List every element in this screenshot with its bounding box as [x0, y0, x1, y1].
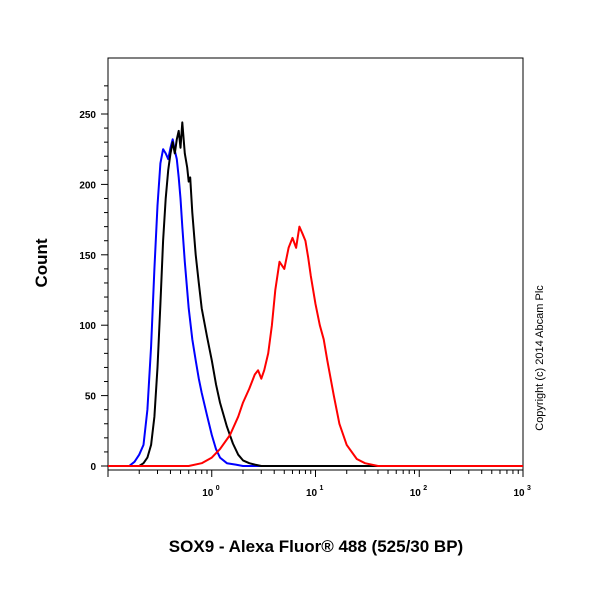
x-tick-exponent: 1 [320, 485, 324, 492]
y-tick-label: 150 [79, 251, 96, 262]
y-tick-label: 250 [79, 110, 96, 121]
red-histogram-line [108, 225, 523, 467]
x-tick-label: 10 [306, 488, 318, 499]
x-axis-title: SOX9 - Alexa Fluor® 488 (525/30 BP) [169, 537, 463, 556]
x-tick-label: 10 [202, 488, 214, 499]
x-axis: 10 0 10 1 10 2 10 3 [107, 470, 531, 499]
black-histogram-line [108, 121, 523, 467]
x-tick-label: 10 [513, 488, 525, 499]
copyright-annotation: Copyright (c) 2014 Abcam Plc [534, 285, 546, 431]
y-axis-title: Count [32, 238, 51, 287]
y-tick-label: 50 [85, 392, 97, 403]
x-tick-exponent: 3 [527, 485, 531, 492]
x-tick-exponent: 0 [216, 485, 220, 492]
series-group [108, 121, 523, 467]
plot-frame [107, 57, 524, 471]
x-tick-exponent: 2 [423, 485, 427, 492]
y-axis: 0 50 100 150 200 250 [79, 85, 108, 473]
y-tick-label: 100 [79, 321, 96, 332]
y-tick-label: 200 [79, 180, 96, 191]
y-tick-label: 0 [90, 462, 96, 473]
x-tick-label: 10 [410, 488, 422, 499]
